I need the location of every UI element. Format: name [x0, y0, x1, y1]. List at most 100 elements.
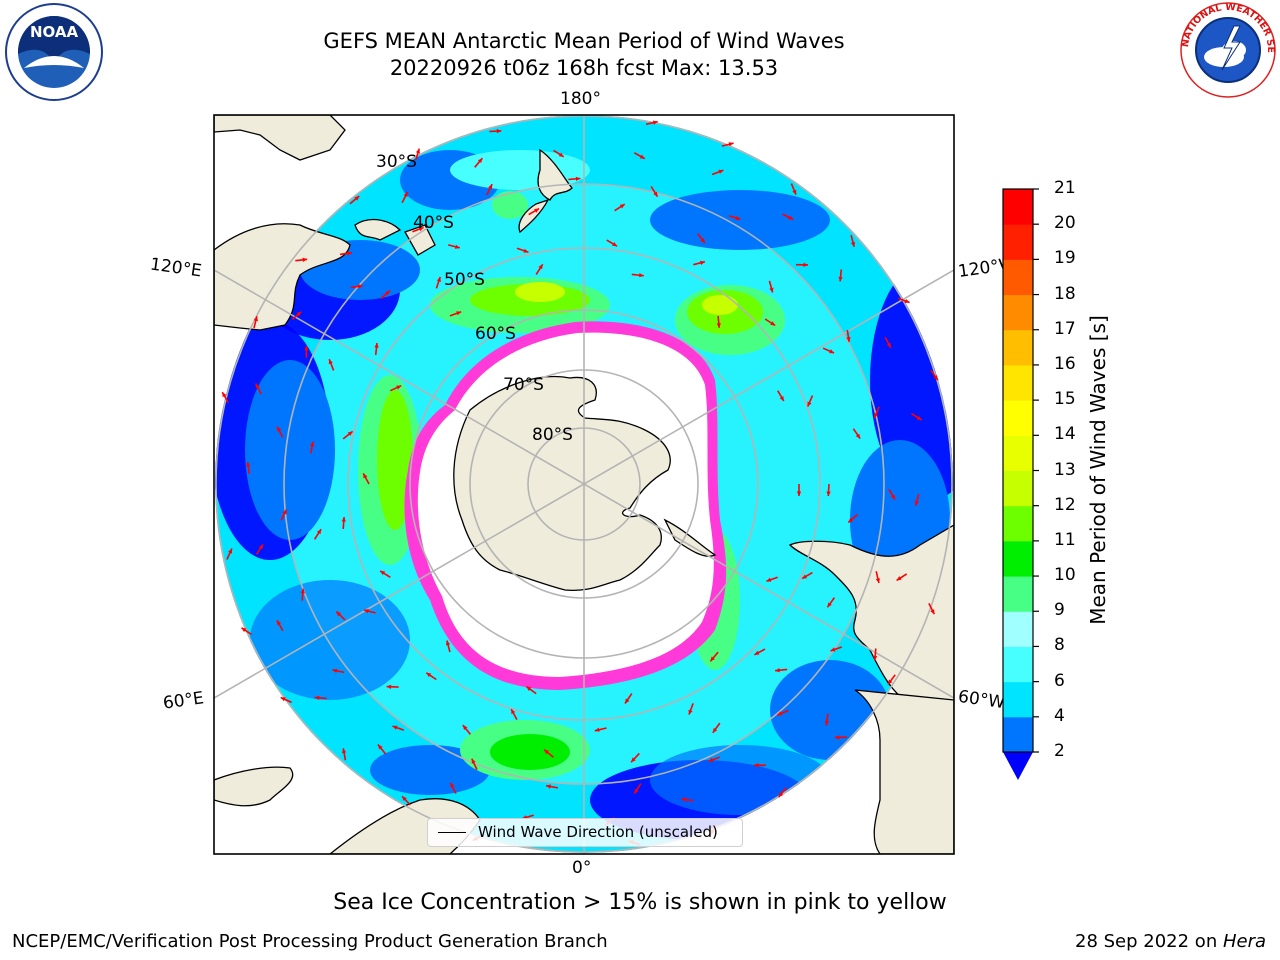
wave-direction-arrowhead [838, 276, 843, 282]
footer-date: 28 Sep 2022 on Hera [1075, 931, 1266, 952]
colorbar-segment [1003, 189, 1033, 225]
colorbar-tick-label: 2 [1054, 741, 1065, 761]
wave-direction-arrowhead [526, 686, 532, 691]
wave-direction-arrowhead [328, 359, 333, 365]
wave-direction-arrowhead [538, 264, 543, 270]
wave-direction-arrowhead [456, 311, 462, 316]
wave-direction-arrowhead [778, 792, 784, 798]
wave-direction-arrowhead [775, 668, 780, 673]
footer-date-text: 28 Sep 2022 on [1075, 931, 1223, 952]
wave-direction-arrowhead [253, 316, 258, 322]
colorbar-tick-label: 12 [1054, 494, 1076, 515]
wave-direction-arrowhead [631, 757, 636, 763]
wave-direction-arrowhead [788, 215, 794, 220]
wave-direction-arrowhead [415, 148, 420, 154]
wave-direction-arrowhead [848, 517, 854, 523]
colorbar-tick-label: 20 [1054, 213, 1076, 234]
wave-direction-arrowhead [241, 627, 247, 633]
chart-title: GEFS MEAN Antarctic Mean Period of Wind … [323, 29, 845, 53]
wave-direction-arrowhead [652, 120, 658, 125]
wave-direction-arrowhead [336, 611, 341, 617]
wave-direction-arrowhead [824, 720, 830, 726]
wave-direction-arrowhead [402, 796, 407, 801]
graticule [214, 115, 954, 854]
land-masses [214, 115, 954, 854]
wave-direction-arrowhead [708, 757, 714, 762]
lon-label-0: 0° [572, 858, 592, 878]
colorbar-segment [1003, 294, 1033, 331]
wave-direction-arrowhead [302, 257, 308, 262]
wave-direction-arrowhead [807, 401, 812, 407]
lat-label-70s: 70°S [503, 375, 544, 395]
wave-direction-arrowhead [314, 695, 320, 700]
wave-direction-arrowhead [855, 433, 861, 439]
wave-direction-arrowhead [222, 392, 227, 398]
nws-logo: NATIONAL WEATHER SERVICE [1176, 0, 1276, 98]
colorbar-tick-label: 21 [1054, 178, 1076, 198]
wave-direction-arrowhead [834, 735, 840, 740]
colorbar [1002, 188, 1039, 780]
colorbar-segment [1003, 576, 1033, 612]
wave-direction-arrowhead [846, 337, 851, 342]
wave-direction-arrowhead [534, 208, 540, 213]
colorbar-segment [1003, 716, 1033, 753]
wave-direction-arrowhead [594, 727, 600, 732]
wave-direction-arrowhead [380, 570, 386, 576]
wave-direction-arrowhead [886, 342, 891, 348]
wave-direction-arrowhead [728, 142, 734, 147]
colorbar-segment [1003, 435, 1033, 471]
wave-direction-arrowhead [930, 609, 935, 615]
legend-line-sample [438, 832, 466, 833]
wave-direction-arrowhead [896, 576, 902, 581]
wave-direction-arrowhead [770, 321, 776, 326]
footer-host: Hera [1222, 931, 1266, 952]
colorbar-tick-label: 6 [1054, 670, 1065, 691]
wave-direction-arrowhead [523, 248, 529, 253]
wave-direction-arrowhead [546, 784, 551, 789]
wave-direction-arrowhead [777, 711, 783, 716]
wave-direction-arrowhead [341, 748, 347, 754]
wave-direction-arrowhead [639, 154, 645, 159]
wave-direction-arrowhead [625, 698, 630, 704]
lat-label-50s: 50°S [444, 270, 485, 290]
chart-subtitle: 20220926 t06z 168h fcst Max: 13.53 [389, 56, 779, 80]
wave-direction-arrowhead [796, 491, 802, 496]
wave-direction-arrowhead [418, 227, 424, 232]
wave-direction-arrowhead [850, 241, 856, 247]
colorbar-tick-label: 11 [1054, 529, 1076, 550]
colorbar-tick-label: 9 [1054, 600, 1065, 621]
lat-label-80s: 80°S [532, 425, 573, 445]
colorbar-tick-label: 17 [1054, 318, 1076, 339]
colorbar-tick-label: 15 [1054, 389, 1076, 410]
colorbar-under-triangle [1003, 752, 1033, 780]
colorbar-tick-label: 10 [1054, 565, 1076, 586]
colorbar-tick-label: 14 [1054, 424, 1076, 445]
wave-direction-arrowhead [904, 299, 910, 303]
map-frame [213, 114, 955, 855]
wave-direction-arrowhead [753, 763, 759, 768]
wave-direction-arrowhead [827, 602, 832, 608]
wave-direction-arrowhead [575, 176, 581, 181]
noaa-logo-text: NOAA [30, 23, 79, 41]
colorbar-segment [1003, 400, 1033, 436]
noaa-logo: NOAA [5, 3, 103, 101]
wave-direction-arrowhead [710, 656, 715, 662]
wave-direction-arrowhead [829, 349, 835, 354]
wave-direction-arrowhead [558, 152, 564, 157]
wave-direction-arrowhead [619, 204, 625, 209]
colorbar-segment [1003, 224, 1033, 260]
wave-direction-arrowhead [826, 491, 831, 497]
wave-direction-arrowhead [396, 385, 402, 390]
wave-direction-arrowhead [277, 426, 282, 432]
colorbar-tick-label: 19 [1054, 248, 1076, 269]
wave-direction-arrowhead [681, 797, 687, 802]
wave-direction-arrowhead [426, 672, 432, 678]
wave-direction-arrowhead [277, 620, 282, 626]
wave-direction-arrowhead [228, 548, 232, 554]
wave-direction-arrowhead [914, 500, 919, 506]
wave-direction-arrowhead [282, 509, 287, 515]
wave-direction-arrowhead [779, 396, 784, 401]
colorbar-segment [1003, 364, 1033, 401]
colorbar-tick-label: 16 [1054, 353, 1076, 374]
wave-direction-arrowhead [511, 709, 516, 715]
